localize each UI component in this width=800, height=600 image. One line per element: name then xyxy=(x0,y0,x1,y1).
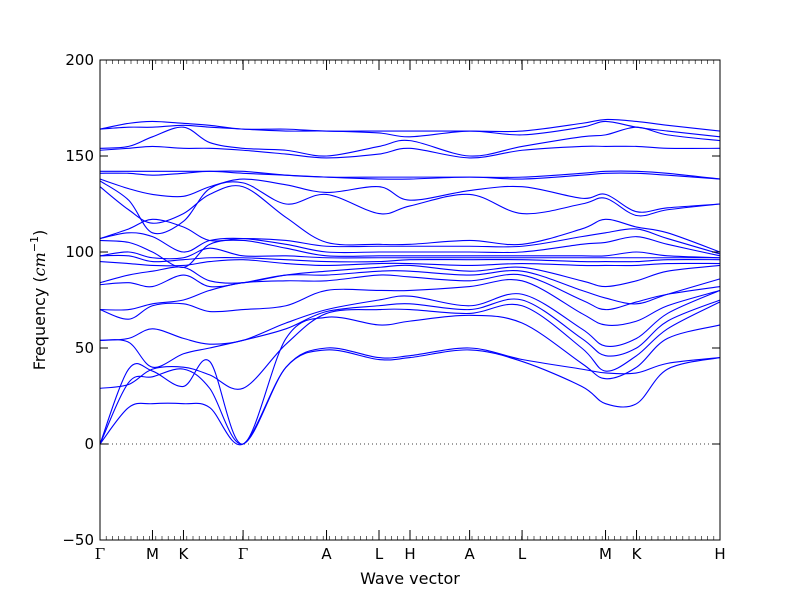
band-line-10 xyxy=(99,264,721,288)
x-tick-label: M xyxy=(599,545,612,563)
band-line-20 xyxy=(99,170,721,180)
band-line-25 xyxy=(99,118,721,133)
band-line-7 xyxy=(99,279,721,326)
x-tick-label: A xyxy=(464,545,475,563)
band-line-1 xyxy=(99,349,721,446)
band-line-15 xyxy=(99,232,721,257)
band-line-18 xyxy=(99,180,721,235)
band-line-13 xyxy=(99,247,720,260)
x-axis-label: Wave vector xyxy=(360,569,460,588)
band-line-6 xyxy=(99,289,721,347)
y-axis-label-suffix: ) xyxy=(30,230,49,236)
band-line-24 xyxy=(99,120,721,138)
x-tick-label: Γ xyxy=(95,545,105,563)
x-tick-label: K xyxy=(632,545,643,563)
axes-frame xyxy=(100,60,720,540)
y-axis-label: Frequency (cm−1) xyxy=(28,230,49,371)
band-line-4 xyxy=(99,301,721,390)
x-tick-label: Γ xyxy=(238,545,248,563)
x-tick-label: H xyxy=(714,545,725,563)
y-axis-label-exponent: −1 xyxy=(28,236,41,252)
band-line-16 xyxy=(99,218,721,255)
x-tick-label: K xyxy=(179,545,190,563)
band-line-12 xyxy=(99,254,721,263)
y-axis-ticks: −50 0 50 100 150 200 xyxy=(62,51,720,549)
y-tick-label: 50 xyxy=(75,339,94,357)
band-line-19 xyxy=(99,178,721,213)
y-tick-label: 150 xyxy=(65,147,94,165)
y-tick-label: 100 xyxy=(65,243,94,261)
band-line-3 xyxy=(99,314,721,445)
y-tick-label: −50 xyxy=(62,531,94,549)
band-line-17 xyxy=(99,185,721,253)
band-lines xyxy=(99,118,721,446)
x-tick-label: M xyxy=(146,545,159,563)
x-tick-label: L xyxy=(375,545,384,563)
band-line-23 xyxy=(99,126,721,157)
band-line-9 xyxy=(99,270,721,305)
band-line-14 xyxy=(99,239,721,268)
y-axis-label-prefix: Frequency ( xyxy=(30,276,49,370)
y-tick-label: 200 xyxy=(65,51,94,69)
band-line-5 xyxy=(99,298,721,368)
x-tick-label: H xyxy=(404,545,415,563)
plot-area: −50 0 50 100 150 200 Γ M K Γ A L H A L M K H xyxy=(62,51,725,563)
x-tick-label: L xyxy=(518,545,527,563)
band-line-8 xyxy=(99,273,721,311)
band-line-21 xyxy=(100,170,721,180)
y-tick-label: 0 xyxy=(84,435,94,453)
x-tick-label: A xyxy=(321,545,332,563)
band-line-22 xyxy=(99,145,721,159)
y-axis-label-unit: cm xyxy=(30,252,49,276)
band-line-2 xyxy=(99,347,721,445)
